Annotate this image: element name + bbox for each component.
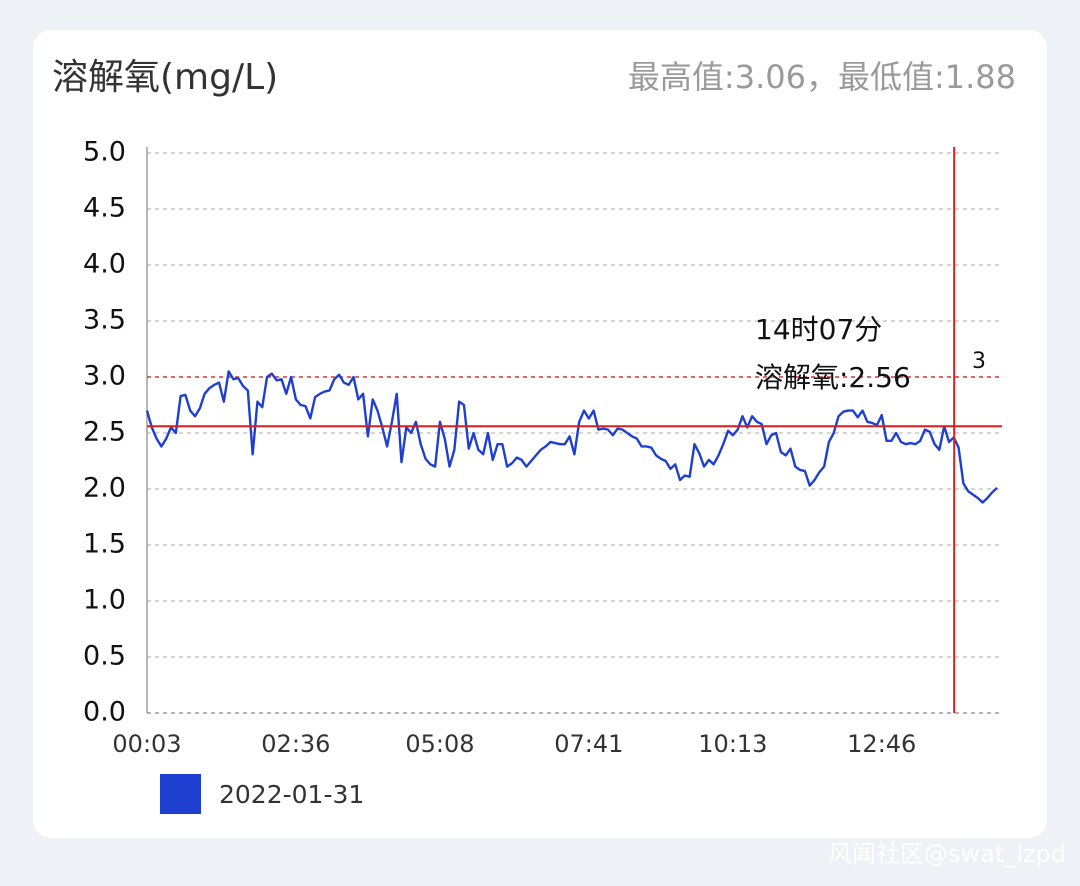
y-tick-label: 4.5 bbox=[83, 193, 126, 224]
y-tick-label: 0.5 bbox=[83, 641, 126, 672]
y-tick-label: 2.5 bbox=[83, 417, 126, 448]
data-line bbox=[145, 370, 998, 504]
tooltip-value: 溶解氧:2.56 bbox=[755, 361, 911, 394]
y-tick-label: 3.5 bbox=[83, 305, 126, 336]
x-tick-label: 02:36 bbox=[261, 730, 330, 758]
x-tick-label: 12:46 bbox=[847, 730, 916, 758]
watermark: 风闻社区@swat_lzpd bbox=[828, 840, 1066, 868]
x-tick-label: 10:13 bbox=[698, 730, 767, 758]
legend-swatch bbox=[160, 774, 201, 814]
x-tick-label: 00:03 bbox=[112, 730, 181, 758]
y-tick-label: 0.0 bbox=[83, 697, 126, 728]
y-tick-label: 1.5 bbox=[83, 529, 126, 560]
card bbox=[33, 30, 1047, 838]
y-tick-label: 4.0 bbox=[83, 249, 126, 280]
chart-title: 溶解氧(mg/L) bbox=[52, 57, 278, 98]
x-tick-label: 07:41 bbox=[554, 730, 623, 758]
x-tick-label: 05:08 bbox=[405, 730, 474, 758]
y-tick-label: 2.0 bbox=[83, 473, 126, 504]
legend-label: 2022-01-31 bbox=[219, 780, 364, 809]
y-tick-label: 3.0 bbox=[83, 361, 126, 392]
mark-line-label: 3 bbox=[972, 349, 986, 374]
y-tick-label: 5.0 bbox=[83, 137, 126, 168]
chart-subtitle: 最高值:3.06，最低值:1.88 bbox=[628, 58, 1016, 96]
y-tick-label: 1.0 bbox=[83, 585, 126, 616]
tooltip-time: 14时07分 bbox=[755, 313, 882, 346]
